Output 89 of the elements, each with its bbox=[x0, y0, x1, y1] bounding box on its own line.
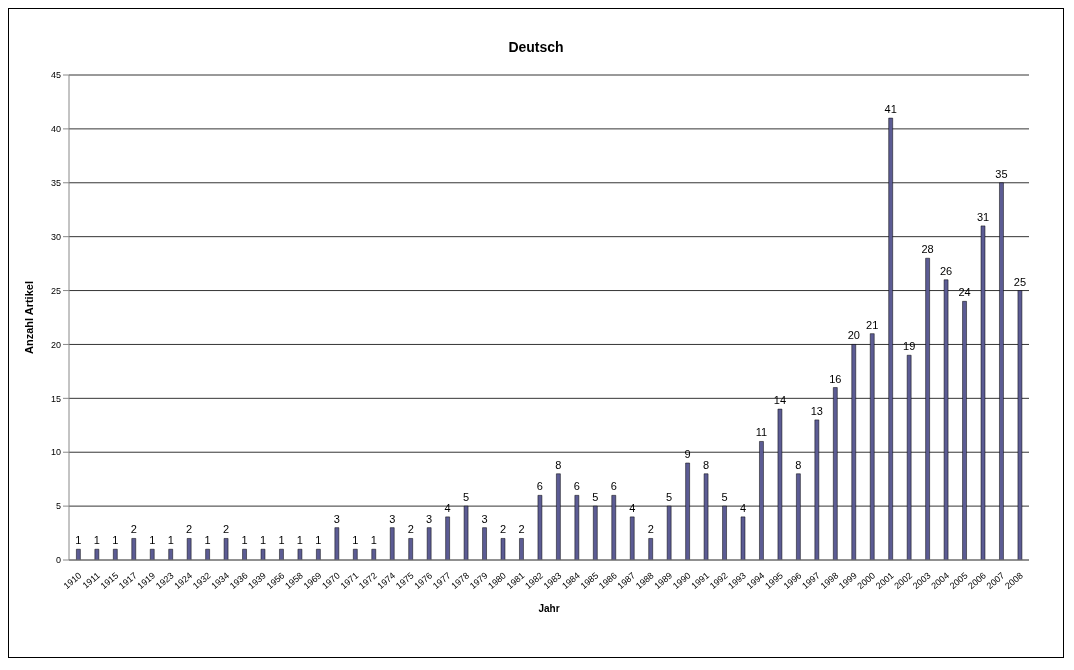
data-label: 1 bbox=[259, 534, 267, 547]
data-label: 5 bbox=[666, 491, 673, 504]
data-label: 21 bbox=[866, 318, 879, 331]
data-label: 6 bbox=[536, 480, 543, 493]
bar bbox=[131, 538, 137, 560]
data-label: 1 bbox=[370, 534, 377, 547]
data-label: 2 bbox=[130, 523, 137, 536]
data-label: 1 bbox=[75, 534, 82, 547]
x-axis-title: Jahr bbox=[538, 603, 560, 614]
data-label: 31 bbox=[976, 210, 990, 223]
bar bbox=[389, 527, 395, 560]
y-tick-label: 0 bbox=[55, 555, 61, 566]
data-label: 1 bbox=[93, 534, 100, 547]
data-label: 1 bbox=[112, 534, 119, 547]
bar bbox=[629, 516, 635, 560]
data-label: 9 bbox=[684, 448, 691, 460]
data-label: 25 bbox=[1013, 275, 1027, 288]
bar bbox=[149, 548, 155, 560]
data-label: 28 bbox=[921, 243, 934, 256]
data-label: 5 bbox=[721, 491, 728, 504]
data-label: 3 bbox=[333, 512, 340, 525]
data-label: 1 bbox=[315, 534, 322, 547]
bar bbox=[297, 548, 303, 560]
bar bbox=[519, 538, 524, 560]
bar bbox=[76, 548, 81, 560]
bar bbox=[223, 538, 229, 560]
y-tick-label: 25 bbox=[50, 285, 61, 296]
data-label: 6 bbox=[573, 480, 580, 493]
data-label: 11 bbox=[755, 426, 768, 439]
bar bbox=[426, 527, 432, 560]
data-label: 6 bbox=[610, 480, 617, 493]
data-label: 3 bbox=[389, 512, 396, 525]
bar bbox=[316, 548, 321, 560]
y-axis-title: Anzahl Artikel bbox=[22, 281, 35, 354]
y-tick-label: 30 bbox=[50, 231, 61, 242]
bar bbox=[242, 548, 247, 560]
data-label: 1 bbox=[296, 534, 303, 547]
y-tick-label: 35 bbox=[50, 177, 61, 188]
data-label: 13 bbox=[810, 404, 823, 417]
data-label: 4 bbox=[739, 501, 747, 514]
data-label: 1 bbox=[149, 534, 156, 547]
data-label: 16 bbox=[829, 372, 842, 385]
data-label: 1 bbox=[241, 534, 248, 547]
y-tick-label: 20 bbox=[50, 339, 61, 350]
bar bbox=[740, 516, 746, 560]
data-label: 2 bbox=[223, 523, 230, 536]
chart-title: Deutsch bbox=[507, 39, 565, 55]
data-label: 35 bbox=[995, 167, 1008, 180]
bar bbox=[648, 538, 653, 560]
data-label: 5 bbox=[592, 491, 599, 504]
y-tick-label: 15 bbox=[50, 393, 61, 404]
y-tick-label: 10 bbox=[50, 447, 61, 458]
bar bbox=[482, 527, 487, 560]
data-label: 2 bbox=[499, 523, 507, 536]
data-label: 2 bbox=[518, 523, 525, 536]
data-label: 3 bbox=[481, 512, 488, 525]
bar bbox=[186, 538, 192, 560]
data-label: 1 bbox=[278, 534, 285, 547]
bar bbox=[113, 548, 118, 560]
bar bbox=[353, 548, 358, 560]
bar bbox=[445, 516, 450, 560]
data-label: 41 bbox=[884, 103, 897, 116]
bar bbox=[334, 527, 340, 560]
data-label: 1 bbox=[352, 534, 359, 547]
data-label: 1 bbox=[167, 534, 174, 547]
y-tick-label: 5 bbox=[55, 501, 61, 512]
y-tick-label: 45 bbox=[50, 70, 61, 81]
data-label: 1 bbox=[204, 534, 211, 547]
bar bbox=[205, 548, 210, 560]
data-label: 4 bbox=[629, 501, 636, 514]
data-label: 8 bbox=[795, 458, 802, 471]
bar bbox=[94, 548, 100, 560]
data-label: 26 bbox=[939, 264, 953, 277]
data-label: 20 bbox=[847, 329, 860, 342]
data-label: 8 bbox=[703, 458, 710, 471]
data-label: 8 bbox=[555, 458, 562, 471]
bar bbox=[279, 548, 284, 560]
bar bbox=[371, 548, 377, 560]
data-label: 2 bbox=[186, 523, 193, 536]
bar bbox=[168, 548, 173, 560]
data-label: 2 bbox=[407, 523, 414, 536]
bar bbox=[408, 538, 413, 560]
bar bbox=[500, 538, 506, 560]
y-tick-label: 40 bbox=[50, 124, 61, 135]
data-label: 2 bbox=[647, 523, 654, 536]
data-label: 5 bbox=[463, 491, 470, 504]
data-label: 4 bbox=[444, 501, 451, 514]
bar bbox=[260, 548, 266, 560]
data-label: 3 bbox=[426, 512, 433, 525]
